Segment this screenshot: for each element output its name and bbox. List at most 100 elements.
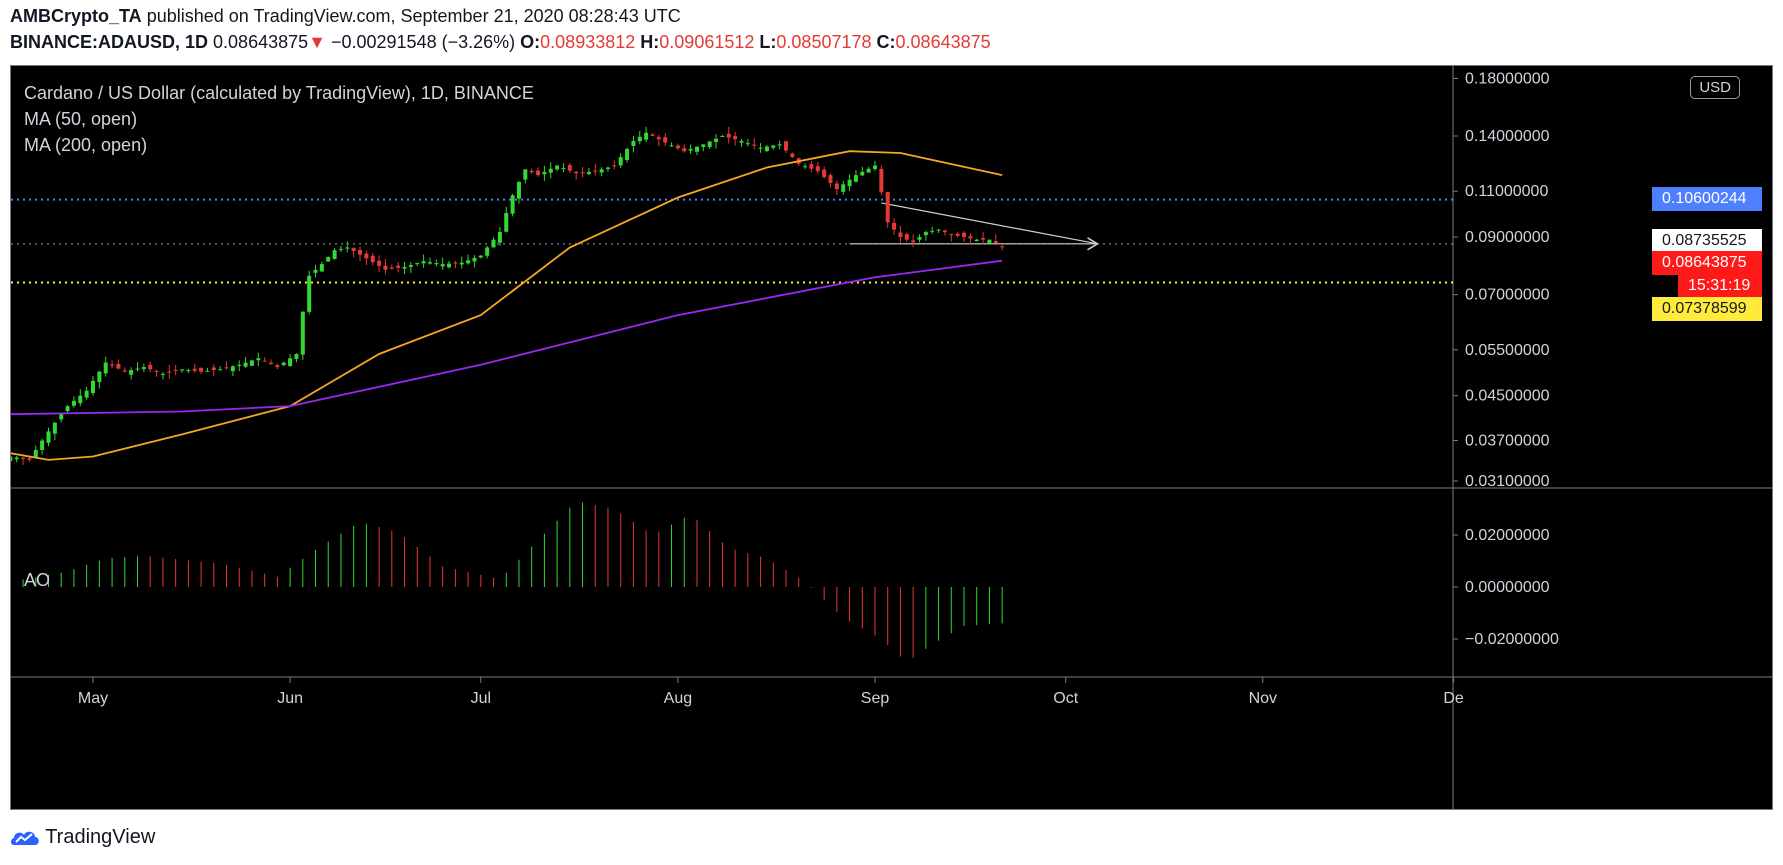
- candle-body: [834, 183, 839, 190]
- candle-body: [866, 168, 871, 173]
- candle-body: [688, 148, 693, 151]
- candle-body: [230, 366, 235, 372]
- chart-panel[interactable]: 0.14000000 0.05500000 0.04500000 0.03700000…: [10, 65, 1773, 810]
- candle-body: [192, 368, 197, 371]
- ma200-legend[interactable]: MA (200, open): [24, 135, 148, 155]
- candle-body: [618, 157, 623, 166]
- ao-tick-label: 0.02000000: [1465, 527, 1550, 544]
- candle-body: [898, 232, 903, 238]
- candle-body: [205, 370, 210, 372]
- candle-body: [46, 431, 51, 443]
- candle-body: [523, 169, 528, 180]
- candle-body: [987, 239, 992, 244]
- candle-body: [332, 250, 337, 260]
- candle-body: [33, 449, 38, 458]
- last-price-label: 0.08643875: [1652, 251, 1762, 275]
- footer-brand[interactable]: TradingView: [10, 826, 155, 849]
- y-tick-label: 0.09000000: [1465, 229, 1550, 246]
- candle-body: [720, 136, 725, 137]
- candle-body: [529, 170, 534, 173]
- author-name[interactable]: AMBCrypto_TA: [10, 6, 142, 26]
- price-change: −0.00291548 (−3.26%): [330, 32, 516, 52]
- candle-body: [160, 373, 165, 375]
- down-arrow-icon: ▼: [308, 32, 326, 52]
- candle-body: [65, 406, 70, 412]
- low-label: L:: [759, 32, 777, 52]
- candle-body: [650, 134, 655, 136]
- candle-body: [40, 440, 45, 450]
- candle-body: [885, 191, 890, 223]
- publish-info: published on TradingView.com, September …: [146, 6, 681, 26]
- candle-body: [911, 240, 916, 243]
- price-chart[interactable]: 0.14000000 0.05500000 0.04500000 0.03700000…: [11, 66, 1773, 810]
- candle-body: [917, 237, 922, 240]
- close-label: C:: [876, 32, 896, 52]
- candle-body: [497, 232, 502, 243]
- candle-body: [180, 369, 185, 371]
- candle-body: [173, 369, 178, 371]
- candle-body: [694, 146, 699, 152]
- low-value: 0.08507178: [776, 32, 872, 52]
- candle-body: [14, 457, 19, 460]
- brand-name: TradingView: [45, 826, 156, 848]
- candle-body: [644, 132, 649, 140]
- candle-body: [129, 370, 134, 375]
- candle-body: [237, 364, 242, 366]
- candle-body: [52, 422, 57, 434]
- candle-body: [116, 363, 121, 369]
- x-tick-label: Jun: [277, 690, 303, 707]
- candle-body: [167, 371, 172, 373]
- candle-body: [218, 369, 223, 371]
- candle-body: [599, 169, 604, 173]
- candle-body: [199, 367, 204, 372]
- x-tick-label: Jul: [471, 690, 491, 707]
- candle-body: [675, 145, 680, 149]
- candle-body: [319, 264, 324, 272]
- candle-body: [574, 171, 579, 174]
- symbol-line: BINANCE:ADAUSD, 1D 0.08643875▼ −0.002915…: [10, 32, 991, 53]
- candle-body: [421, 261, 426, 264]
- candle-body: [510, 195, 515, 214]
- candle-body: [300, 311, 305, 355]
- candle-body: [262, 360, 267, 362]
- close-value: 0.08643875: [895, 32, 991, 52]
- candle-body: [211, 367, 216, 371]
- x-tick-label: Sep: [861, 690, 890, 707]
- candle-body: [536, 170, 541, 176]
- x-tick-label: Aug: [664, 690, 692, 707]
- candle-body: [224, 367, 229, 369]
- candle-body: [790, 153, 795, 158]
- high-value: 0.09061512: [659, 32, 755, 52]
- x-tick-label: Oct: [1053, 690, 1078, 707]
- tradingview-logo-icon: [11, 831, 39, 845]
- ao-tick-label: 0.00000000: [1465, 579, 1550, 596]
- ma50-legend[interactable]: MA (50, open): [24, 109, 138, 129]
- candle-body: [466, 260, 471, 264]
- candle-body: [847, 179, 852, 187]
- candle-body: [949, 233, 954, 235]
- candle-body: [294, 353, 299, 359]
- candle-body: [637, 136, 642, 142]
- candle-body: [993, 241, 998, 244]
- candle-body: [822, 169, 827, 178]
- candle-body: [364, 253, 369, 259]
- candle-body: [955, 233, 960, 236]
- candle-body: [612, 165, 617, 167]
- candle-body: [586, 171, 591, 175]
- candle-body: [370, 255, 375, 263]
- candle-body: [427, 262, 432, 264]
- candle-body: [415, 263, 420, 265]
- candle-body: [669, 145, 674, 147]
- candle-body: [701, 144, 706, 147]
- candle-body: [860, 171, 865, 176]
- ao-tick-label: −0.02000000: [1465, 631, 1559, 648]
- y-tick-label: 0.03700000: [1465, 433, 1550, 450]
- high-label: H:: [640, 32, 660, 52]
- candle-body: [923, 232, 928, 236]
- candle-body: [485, 247, 490, 256]
- candle-body: [91, 380, 95, 394]
- currency-button[interactable]: USD: [1690, 76, 1740, 99]
- ma50-line: [11, 150, 1003, 461]
- candle-body: [243, 362, 248, 367]
- candle-body: [358, 249, 363, 255]
